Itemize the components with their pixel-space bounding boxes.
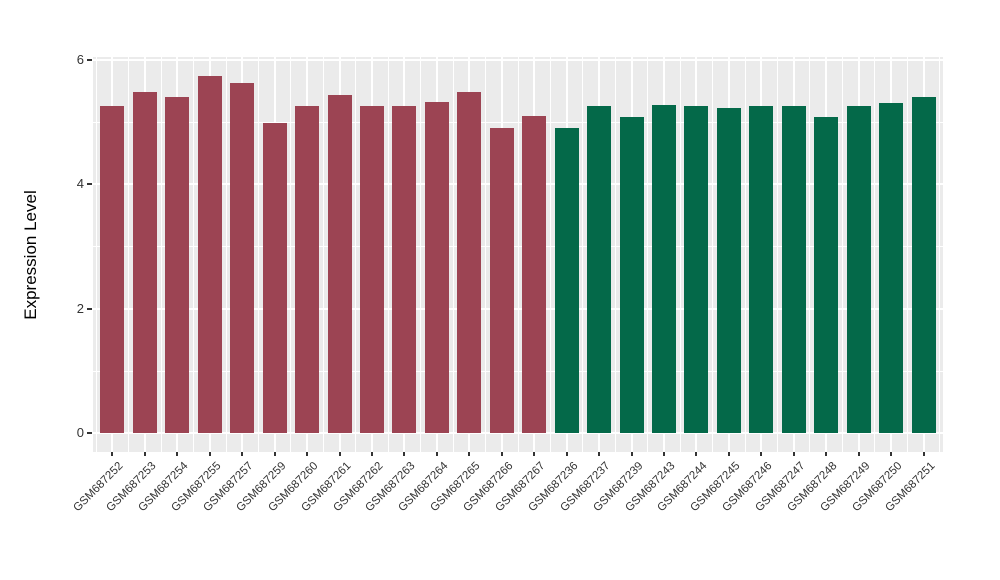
x-tick-mark [890, 452, 893, 456]
bar-GSM687261 [327, 95, 352, 433]
y-tick-mark [87, 183, 92, 186]
vertical-minor-gridline [809, 57, 811, 452]
vertical-minor-gridline [549, 57, 551, 452]
vertical-minor-gridline [614, 57, 616, 452]
vertical-minor-gridline [290, 57, 292, 452]
x-tick-mark [662, 452, 665, 456]
vertical-minor-gridline [517, 57, 519, 452]
y-tick-label: 4 [76, 176, 84, 192]
x-tick-mark [533, 452, 536, 456]
y-tick-label: 2 [76, 300, 84, 316]
bar-GSM687264 [424, 102, 449, 433]
y-tick-mark [87, 307, 92, 310]
horizontal-major-gridline [93, 307, 943, 310]
bar-GSM687257 [230, 83, 255, 433]
x-tick-mark [176, 452, 179, 456]
x-tick-mark [468, 452, 471, 456]
x-tick-mark [111, 452, 114, 456]
vertical-minor-gridline [322, 57, 324, 452]
y-tick-label: 6 [76, 51, 84, 67]
x-tick-mark [273, 452, 276, 456]
bar-GSM687260 [295, 106, 320, 433]
bar-GSM687267 [522, 115, 547, 433]
x-tick-mark [435, 452, 438, 456]
vertical-minor-gridline [712, 57, 714, 452]
bar-GSM687239 [619, 117, 644, 433]
vertical-minor-gridline [841, 57, 843, 452]
y-tick-mark [87, 58, 92, 61]
bar-GSM687247 [781, 105, 806, 433]
vertical-minor-gridline [647, 57, 649, 452]
x-tick-mark [371, 452, 373, 456]
bar-GSM687248 [814, 117, 839, 433]
vertical-minor-gridline [160, 57, 162, 452]
bar-GSM687254 [165, 97, 190, 433]
plot-panel [93, 57, 943, 452]
vertical-minor-gridline [679, 57, 681, 452]
bar-GSM687253 [132, 91, 157, 433]
horizontal-major-gridline [93, 58, 943, 61]
x-tick-mark [760, 452, 763, 456]
x-tick-mark [922, 452, 925, 456]
bar-GSM687245 [716, 107, 741, 433]
bar-GSM687249 [846, 105, 871, 433]
vertical-minor-gridline [257, 57, 259, 452]
vertical-minor-gridline [874, 57, 876, 452]
x-tick-mark [695, 452, 698, 456]
x-tick-mark [792, 452, 795, 456]
x-tick-mark [306, 452, 309, 456]
vertical-minor-gridline [939, 57, 941, 452]
bar-GSM687246 [749, 105, 774, 433]
bar-GSM687262 [360, 105, 384, 433]
bar-GSM687265 [457, 91, 482, 433]
vertical-minor-gridline [744, 57, 746, 452]
horizontal-minor-gridline [93, 246, 943, 248]
bar-GSM687266 [489, 127, 514, 433]
bar-GSM687250 [879, 103, 904, 433]
vertical-minor-gridline [193, 57, 195, 452]
vertical-minor-gridline [387, 57, 389, 452]
bar-GSM687243 [651, 104, 676, 433]
x-tick-mark [825, 452, 828, 456]
horizontal-major-gridline [93, 432, 943, 434]
x-tick-mark [143, 452, 146, 456]
bar-GSM687244 [684, 105, 709, 433]
bar-GSM687236 [554, 127, 579, 433]
bar-GSM687251 [911, 97, 936, 433]
x-tick-mark [727, 452, 730, 456]
x-tick-mark [857, 452, 860, 456]
vertical-minor-gridline [452, 57, 454, 452]
bar-GSM687252 [100, 106, 125, 433]
y-tick-label: 0 [76, 425, 84, 440]
vertical-minor-gridline [777, 57, 779, 452]
x-tick-mark [500, 452, 503, 456]
bar-GSM687259 [262, 123, 287, 433]
vertical-minor-gridline [485, 57, 487, 452]
vertical-minor-gridline [582, 57, 584, 452]
x-tick-mark [338, 452, 341, 456]
vertical-minor-gridline [420, 57, 422, 452]
horizontal-minor-gridline [93, 122, 943, 123]
vertical-minor-gridline [225, 57, 227, 452]
horizontal-minor-gridline [93, 370, 943, 372]
bar-GSM687237 [587, 105, 612, 433]
vertical-minor-gridline [906, 57, 908, 452]
y-tick-mark [87, 432, 92, 434]
vertical-minor-gridline [95, 57, 97, 452]
horizontal-major-gridline [93, 183, 943, 186]
bar-GSM687263 [392, 105, 417, 433]
x-tick-mark [598, 452, 601, 456]
x-tick-mark [565, 452, 568, 456]
x-tick-mark [208, 452, 211, 456]
x-tick-mark [630, 452, 633, 456]
bar-GSM687255 [197, 75, 222, 433]
vertical-minor-gridline [355, 57, 357, 452]
x-tick-mark [403, 452, 406, 456]
vertical-minor-gridline [128, 57, 130, 452]
x-tick-mark [241, 452, 244, 456]
